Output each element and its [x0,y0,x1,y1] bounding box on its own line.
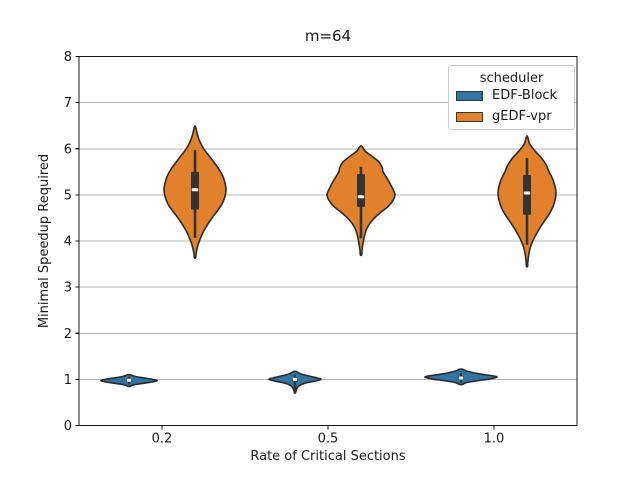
ytick-label-8: 8 [64,50,72,65]
violin-gedf-vpr-0.2-median [191,188,199,192]
edf-block-swatch-icon [456,91,483,101]
ytick-label-1: 1 [64,373,72,388]
xtick-label-0.5: 0.5 [318,432,339,447]
xtick-label-0.2: 0.2 [152,432,173,447]
violin-edf-block-0.5-median [292,377,298,381]
legend: scheduler EDF-Block gEDF-vpr [448,65,575,130]
ytick-label-7: 7 [64,96,72,111]
y-axis-label: Minimal Speedup Required [37,153,52,329]
ytick-label-3: 3 [64,281,72,296]
violin-gedf-vpr-1.0-median [523,191,531,195]
x-axis-label: Rate of Critical Sections [250,449,406,464]
legend-title: scheduler [479,71,544,86]
ytick-label-6: 6 [64,142,72,157]
violin-gedf-vpr-0.5-median [357,195,365,199]
xtick-label-1.0: 1.0 [484,432,505,447]
chart-title: m=64 [304,27,352,45]
legend-label-gedf-vpr: gEDF-vpr [492,109,552,124]
ytick-label-5: 5 [64,188,72,203]
ytick-label-4: 4 [64,235,72,250]
ytick-label-2: 2 [64,327,72,342]
violin-edf-block-0.2-median [126,378,132,382]
ytick-label-0: 0 [64,419,72,434]
legend-entry-edf-block: EDF-Block [456,88,558,103]
violin-gedf-vpr-0.5-box [357,174,365,207]
legend-entry-gedf-vpr: gEDF-vpr [456,109,552,124]
violin-gedf-vpr-1.0-box [523,175,531,215]
violin-edf-block-1.0-median [458,376,464,380]
gedf-vpr-swatch-icon [456,112,483,122]
legend-label-edf-block: EDF-Block [492,88,558,103]
